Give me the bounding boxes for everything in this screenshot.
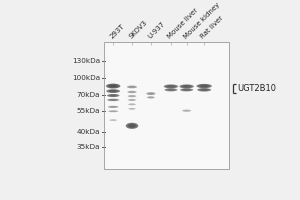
Ellipse shape	[106, 84, 120, 89]
Text: U-937: U-937	[147, 21, 166, 40]
Ellipse shape	[106, 89, 120, 93]
Ellipse shape	[196, 84, 212, 88]
Ellipse shape	[111, 111, 116, 112]
Ellipse shape	[128, 91, 137, 93]
Ellipse shape	[110, 119, 116, 121]
Ellipse shape	[166, 89, 176, 91]
Ellipse shape	[108, 84, 119, 88]
Ellipse shape	[126, 123, 138, 129]
Ellipse shape	[128, 103, 136, 105]
Ellipse shape	[182, 89, 191, 91]
Ellipse shape	[130, 99, 134, 100]
Ellipse shape	[110, 90, 116, 92]
Ellipse shape	[182, 85, 192, 88]
Ellipse shape	[199, 89, 209, 91]
Ellipse shape	[164, 84, 178, 88]
Ellipse shape	[109, 119, 117, 121]
Ellipse shape	[149, 93, 153, 94]
Ellipse shape	[164, 88, 177, 91]
Ellipse shape	[110, 111, 117, 112]
Ellipse shape	[111, 106, 116, 107]
Text: Mouse liver: Mouse liver	[167, 8, 199, 40]
Bar	[104, 42, 229, 169]
Ellipse shape	[109, 94, 118, 97]
Ellipse shape	[128, 95, 136, 97]
Ellipse shape	[130, 104, 134, 105]
Ellipse shape	[168, 86, 174, 87]
Ellipse shape	[147, 96, 155, 98]
Ellipse shape	[108, 106, 118, 108]
Ellipse shape	[179, 84, 194, 88]
Ellipse shape	[129, 108, 135, 109]
Text: 100kDa: 100kDa	[72, 75, 100, 81]
Ellipse shape	[180, 88, 193, 91]
Text: Rat liver: Rat liver	[200, 15, 225, 40]
Ellipse shape	[182, 110, 191, 112]
Ellipse shape	[127, 86, 137, 88]
Ellipse shape	[128, 86, 136, 88]
Ellipse shape	[109, 99, 118, 101]
Text: SKOV3: SKOV3	[128, 20, 148, 40]
Text: 35kDa: 35kDa	[77, 144, 100, 150]
Ellipse shape	[109, 106, 117, 108]
Ellipse shape	[148, 97, 154, 98]
Bar	[104, 42, 229, 169]
Ellipse shape	[199, 84, 210, 88]
Text: 55kDa: 55kDa	[77, 108, 100, 114]
Ellipse shape	[130, 96, 134, 97]
Ellipse shape	[128, 99, 136, 101]
Ellipse shape	[128, 124, 136, 128]
Ellipse shape	[197, 88, 211, 92]
Ellipse shape	[147, 93, 154, 95]
Ellipse shape	[129, 125, 135, 127]
Ellipse shape	[108, 110, 118, 112]
Ellipse shape	[184, 110, 189, 111]
Ellipse shape	[184, 86, 190, 87]
Text: 293T: 293T	[109, 23, 126, 40]
Text: 70kDa: 70kDa	[77, 92, 100, 98]
Ellipse shape	[201, 89, 207, 91]
Text: Mouse kidney: Mouse kidney	[182, 2, 221, 40]
Ellipse shape	[129, 99, 135, 101]
Ellipse shape	[129, 104, 135, 105]
Ellipse shape	[130, 86, 134, 88]
Text: UGT2B10: UGT2B10	[238, 84, 277, 93]
Ellipse shape	[110, 95, 116, 96]
Ellipse shape	[107, 94, 119, 97]
Ellipse shape	[183, 110, 190, 111]
Text: 130kDa: 130kDa	[72, 58, 100, 64]
Text: 40kDa: 40kDa	[77, 129, 100, 135]
Ellipse shape	[130, 108, 134, 109]
Ellipse shape	[129, 91, 135, 93]
Ellipse shape	[129, 95, 135, 97]
Ellipse shape	[149, 97, 153, 98]
Ellipse shape	[110, 99, 116, 101]
Ellipse shape	[108, 90, 118, 92]
Ellipse shape	[184, 89, 190, 91]
Ellipse shape	[110, 85, 116, 87]
Ellipse shape	[130, 91, 134, 93]
Ellipse shape	[166, 85, 176, 88]
Ellipse shape	[201, 85, 208, 87]
Ellipse shape	[146, 92, 155, 95]
Ellipse shape	[128, 108, 136, 110]
Ellipse shape	[111, 120, 115, 121]
Ellipse shape	[168, 89, 174, 91]
Ellipse shape	[107, 99, 119, 101]
